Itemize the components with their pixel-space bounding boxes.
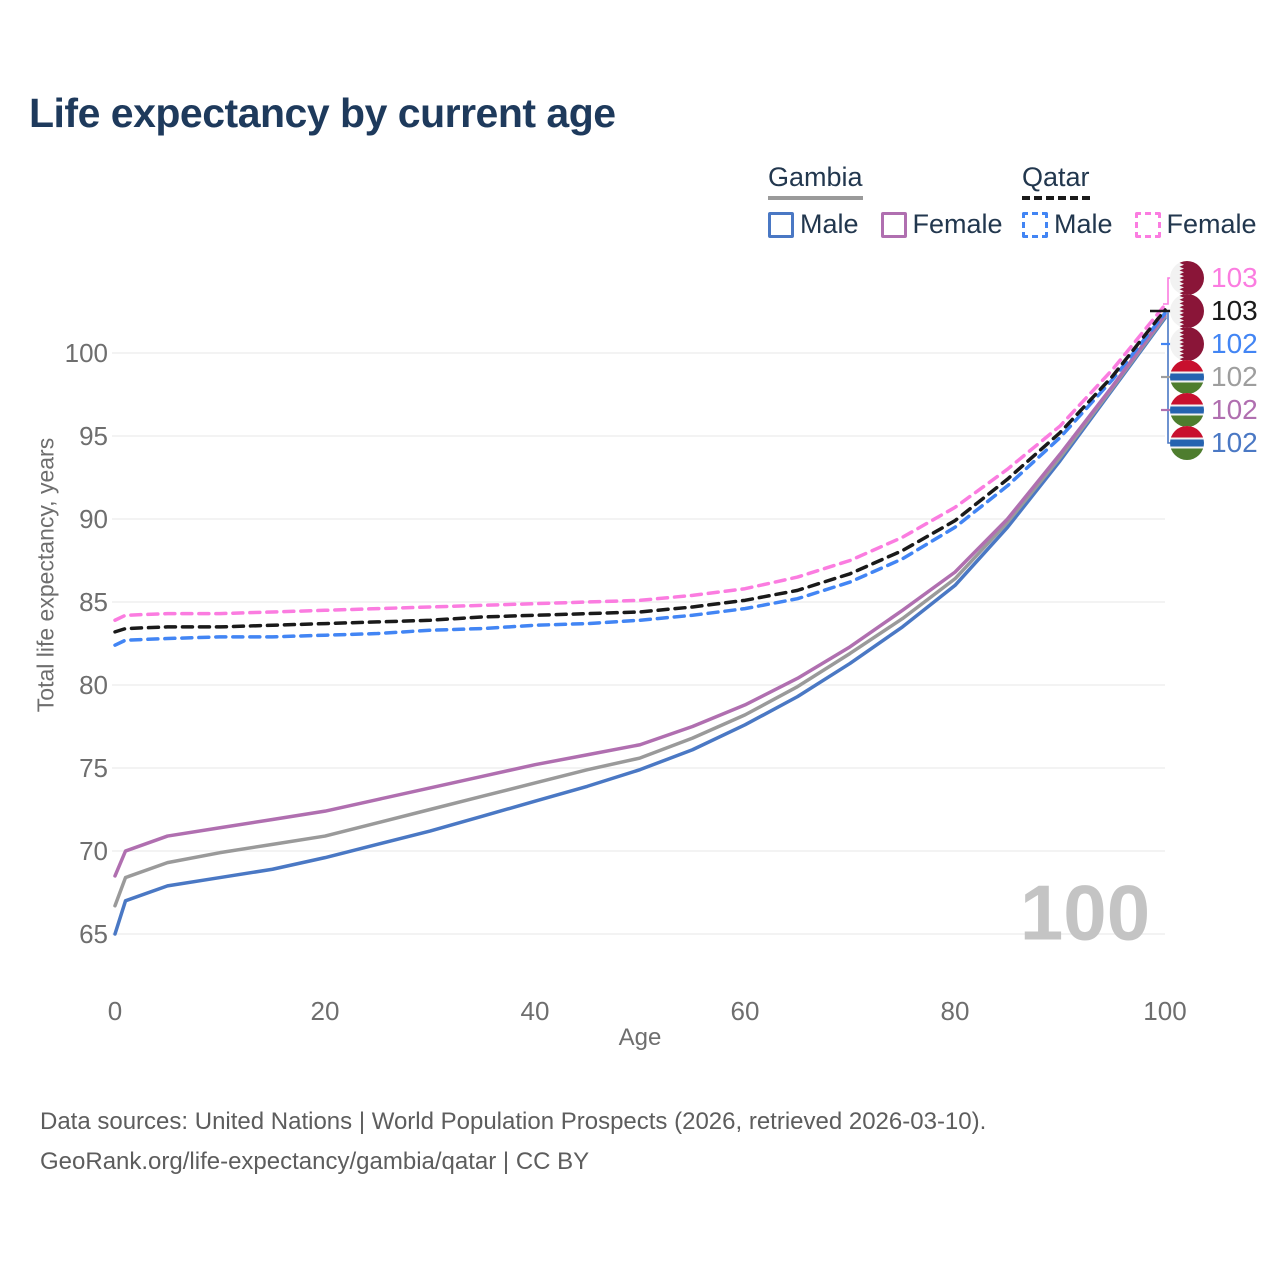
- qatar-flag-icon: [1170, 294, 1204, 328]
- gambia-flag-icon: [1170, 393, 1204, 427]
- y-tick-65: 65: [79, 919, 108, 949]
- series-line-qatar-male: [113, 311, 1167, 647]
- footer-attribution: GeoRank.org/life-expectancy/gambia/qatar…: [40, 1148, 590, 1175]
- series-line-gambia-female: [113, 313, 1167, 878]
- footer-datasources: Data sources: United Nations | World Pop…: [40, 1108, 987, 1135]
- legend-group-gambia: Gambia Male Female: [768, 162, 1003, 240]
- y-tick-95: 95: [79, 421, 108, 451]
- x-tick-40: 40: [520, 996, 550, 1026]
- legend-item-qatar-female[interactable]: Female: [1134, 209, 1257, 240]
- end-label-qatar-female: 103: [1170, 261, 1258, 295]
- legend-country-gambia[interactable]: Gambia: [768, 162, 863, 200]
- gambia-female-swatch-icon: [880, 211, 907, 238]
- legend-item-label: Female: [912, 209, 1003, 239]
- qatar-flag-icon: [1170, 327, 1204, 361]
- x-tick-80: 80: [940, 996, 970, 1026]
- legend-item-label: Male: [800, 209, 859, 239]
- series-line-gambia-male: [113, 316, 1167, 936]
- legend-item-label: Female: [1166, 209, 1257, 239]
- series-line-qatar-both-sexes-: [113, 308, 1167, 634]
- gambia-flag-icon: [1170, 360, 1204, 394]
- end-value: 102: [1211, 427, 1258, 458]
- x-tick-60: 60: [730, 996, 760, 1026]
- y-tick-80: 80: [79, 670, 108, 700]
- series-line-qatar-female: [113, 303, 1167, 623]
- gambia-male-swatch-icon: [768, 211, 794, 238]
- end-value: 103: [1211, 295, 1258, 326]
- x-tick-20: 20: [310, 996, 340, 1026]
- qatar-female-swatch-icon: [1134, 211, 1161, 238]
- legend-item-label: Male: [1054, 209, 1113, 239]
- legend-item-gambia-male[interactable]: Male: [768, 209, 859, 240]
- legend-item-gambia-female[interactable]: Female: [880, 209, 1003, 240]
- y-tick-100: 100: [64, 338, 108, 368]
- y-tick-90: 90: [79, 504, 108, 534]
- x-tick-100: 100: [1143, 996, 1187, 1026]
- qatar-male-swatch-icon: [1022, 211, 1048, 238]
- y-tick-75: 75: [79, 753, 108, 783]
- end-value: 103: [1211, 262, 1258, 293]
- end-label-qatar-total: 103: [1170, 294, 1258, 328]
- x-tick-0: 0: [107, 996, 123, 1026]
- qatar-flag-icon: [1170, 261, 1204, 295]
- legend-item-qatar-male[interactable]: Male: [1022, 209, 1113, 240]
- end-value: 102: [1211, 394, 1258, 425]
- leader-line: [1163, 277, 1171, 305]
- page-title: Life expectancy by current age: [29, 90, 616, 136]
- end-label-gambia-female: 102: [1170, 393, 1258, 427]
- age-counter-watermark: 100: [1019, 868, 1151, 957]
- y-tick-70: 70: [79, 836, 108, 866]
- legend-group-qatar: Qatar Male Female: [1022, 162, 1257, 240]
- x-axis-title: Age: [618, 1024, 662, 1051]
- end-label-gambia-total: 102: [1170, 360, 1258, 394]
- end-value: 102: [1211, 361, 1258, 392]
- gambia-flag-icon: [1170, 426, 1204, 460]
- end-label-qatar-male: 102: [1170, 327, 1258, 361]
- legend-country-qatar[interactable]: Qatar: [1022, 162, 1090, 200]
- end-label-gambia-male: 102: [1170, 426, 1258, 460]
- y-tick-85: 85: [79, 587, 108, 617]
- series-line-gambia-both-sexes-: [113, 314, 1167, 908]
- end-value: 102: [1211, 328, 1258, 359]
